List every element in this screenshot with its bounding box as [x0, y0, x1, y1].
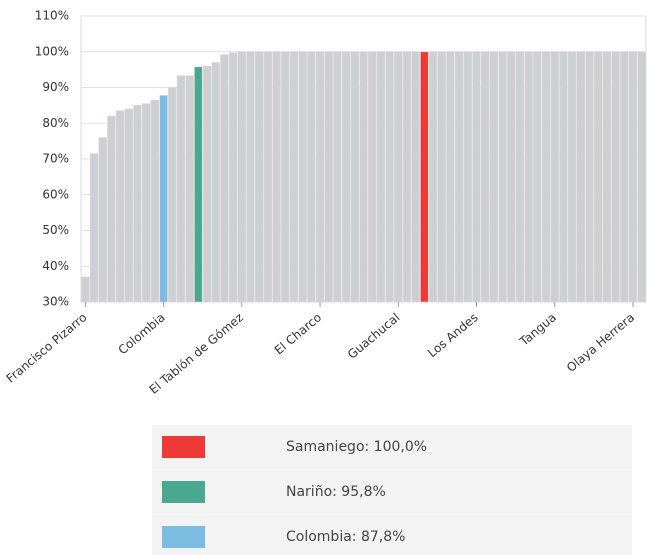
bar — [194, 66, 203, 303]
y-tick-label: 50% — [42, 223, 69, 237]
bar — [428, 51, 438, 303]
legend-swatch — [162, 436, 205, 458]
bar — [454, 51, 464, 303]
bar — [394, 51, 403, 303]
x-tick-label: Tangua — [516, 310, 559, 349]
bar — [376, 51, 386, 303]
bar — [437, 51, 446, 303]
legend-swatch — [162, 481, 205, 503]
bar — [611, 51, 620, 303]
bar — [489, 51, 499, 303]
bar — [620, 51, 629, 303]
x-tick-label: Los Andes — [425, 310, 481, 360]
bar — [115, 110, 125, 303]
bar — [281, 51, 290, 303]
bar — [168, 87, 177, 303]
bar — [202, 65, 212, 303]
y-tick-label: 80% — [42, 116, 69, 130]
bar — [315, 51, 325, 303]
legend-label: Nariño: 95,8% — [286, 484, 386, 500]
legend-label: Samaniego: 100,0% — [286, 439, 427, 455]
x-tick-label: Colombia — [116, 310, 168, 357]
bar — [307, 51, 316, 303]
bar — [628, 51, 638, 303]
x-tick-label: Francisco Pizarro — [3, 310, 89, 385]
bar — [89, 153, 99, 303]
bar — [254, 51, 264, 303]
y-tick-label: 90% — [42, 80, 69, 94]
y-tick-label: 30% — [42, 295, 69, 309]
bar — [333, 51, 342, 303]
bar — [463, 51, 473, 303]
bar — [289, 51, 299, 303]
bar — [263, 51, 273, 303]
y-tick-label: 60% — [42, 187, 69, 201]
bar — [541, 51, 551, 303]
bar — [472, 51, 481, 303]
x-tick-label: El Charco — [272, 310, 324, 357]
bar — [298, 51, 307, 303]
bar — [498, 51, 507, 303]
bar — [324, 51, 333, 303]
bar — [585, 51, 594, 303]
bar — [402, 51, 412, 303]
bar — [593, 51, 603, 303]
bar — [159, 95, 168, 303]
bar — [211, 62, 220, 303]
bar — [98, 137, 107, 303]
bar — [602, 51, 612, 303]
bar — [446, 51, 455, 303]
bar — [385, 51, 394, 303]
bar — [524, 51, 533, 303]
bar — [367, 51, 377, 303]
bar — [246, 51, 255, 303]
bar — [637, 51, 646, 303]
bar — [124, 108, 134, 303]
y-tick-label: 70% — [42, 152, 69, 166]
bar — [350, 51, 360, 303]
legend-swatch — [162, 526, 205, 548]
bar — [480, 51, 490, 303]
x-tick-label: Olaya Herrera — [564, 310, 637, 375]
bar — [272, 51, 281, 303]
bar — [567, 51, 577, 303]
legend-label: Colombia: 87,8% — [286, 529, 405, 545]
x-tick-label: Guachucal — [345, 310, 403, 361]
bar — [507, 51, 516, 303]
legend-row — [152, 425, 632, 469]
legend-row — [152, 470, 632, 514]
bar — [141, 103, 151, 303]
bar — [559, 51, 568, 303]
bar — [411, 51, 420, 303]
bar — [133, 105, 142, 303]
bar — [359, 51, 368, 303]
bar — [220, 54, 229, 303]
y-tick-label: 110% — [35, 9, 69, 23]
legend-row — [152, 515, 632, 555]
bar — [420, 51, 429, 303]
bar — [515, 51, 525, 303]
bar — [341, 51, 351, 303]
bar — [185, 75, 194, 303]
bar — [150, 99, 160, 303]
bar — [107, 115, 116, 303]
bar — [237, 51, 247, 303]
bar — [81, 276, 90, 303]
bar — [550, 51, 559, 303]
y-tick-label: 100% — [35, 44, 69, 58]
bar — [228, 52, 238, 303]
bar — [176, 75, 186, 303]
bar — [576, 51, 586, 303]
y-tick-label: 40% — [42, 259, 69, 273]
bar — [533, 51, 542, 303]
